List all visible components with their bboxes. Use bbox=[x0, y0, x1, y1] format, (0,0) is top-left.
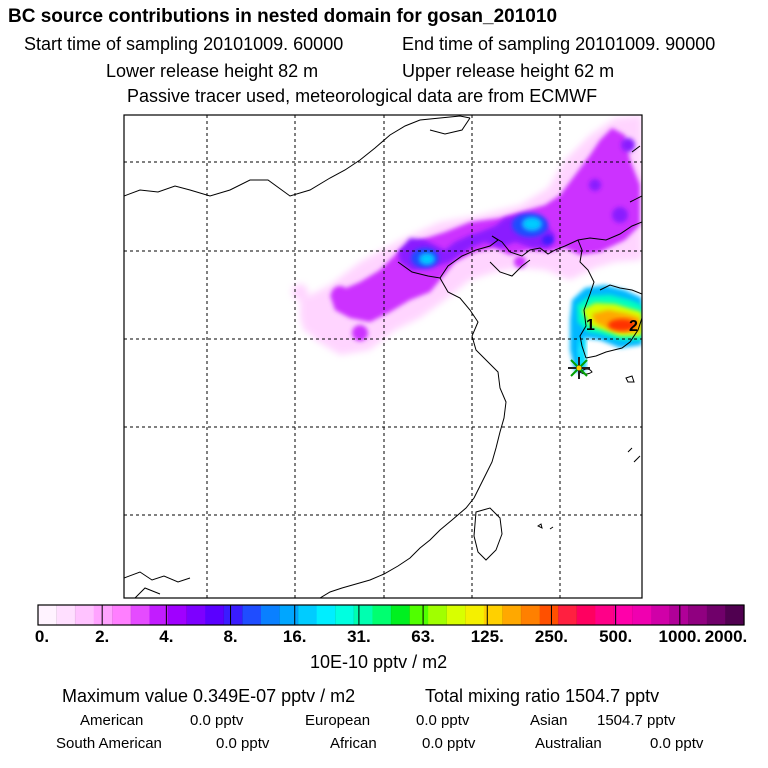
colorbar-swatch bbox=[539, 605, 559, 625]
region-australian-value: 0.0 pptv bbox=[650, 735, 704, 752]
colorbar-swatch bbox=[242, 605, 262, 625]
colorbar-swatch bbox=[576, 605, 596, 625]
colorbar-swatch bbox=[149, 605, 169, 625]
region-south-american-name: South American bbox=[56, 735, 162, 752]
colorbar-swatch bbox=[372, 605, 392, 625]
marker-label-1: 1 bbox=[586, 317, 595, 334]
upper-release-height-label: Upper release height 62 m bbox=[402, 61, 615, 81]
region-american-name: American bbox=[80, 712, 144, 729]
graticule-grid bbox=[124, 115, 642, 598]
colorbar-swatch bbox=[353, 605, 374, 625]
colorbar-swatch bbox=[409, 605, 429, 625]
total-mixing-ratio-label: Total mixing ratio 1504.7 pptv bbox=[425, 686, 660, 706]
start-time-label: Start time of sampling 20101009. 60000 bbox=[24, 34, 344, 54]
region-african-name: African bbox=[330, 735, 377, 752]
colorbar-swatch bbox=[428, 605, 448, 625]
colorbar-swatch bbox=[112, 605, 132, 625]
colorbar-swatch bbox=[316, 605, 336, 625]
colorbar-swatch bbox=[651, 605, 671, 625]
colorbar-swatch bbox=[521, 605, 541, 625]
region-american-value: 0.0 pptv bbox=[190, 712, 244, 729]
colorbar-swatch bbox=[613, 605, 634, 625]
concentration-hotspot bbox=[570, 285, 642, 372]
release-site-star-icon bbox=[568, 357, 590, 379]
region-south-american-value: 0.0 pptv bbox=[216, 735, 270, 752]
region-european-name: European bbox=[305, 712, 371, 729]
tracer-note: Passive tracer used, meteorological data… bbox=[127, 86, 598, 106]
end-time-label: End time of sampling 20101009. 90000 bbox=[402, 34, 716, 54]
colorbar-swatch bbox=[56, 605, 76, 625]
colorbar-swatch bbox=[38, 605, 58, 625]
region-european-value: 0.0 pptv bbox=[416, 712, 470, 729]
colorbar-swatch bbox=[279, 605, 299, 625]
colorbar-swatch bbox=[669, 605, 689, 625]
colorbar-swatch bbox=[298, 605, 318, 625]
lower-release-height-label: Lower release height 82 m bbox=[106, 61, 319, 81]
colorbar-tick-label: 16. bbox=[282, 627, 307, 646]
colorbar-tick-label: 63. bbox=[411, 627, 435, 646]
maximum-value-label: Maximum value 0.349E-07 pptv / m2 bbox=[62, 686, 356, 706]
colorbar-tick-label: 31. bbox=[347, 627, 371, 646]
colorbar-swatch bbox=[558, 605, 578, 625]
colorbar-unit-label: 10E-10 pptv / m2 bbox=[310, 652, 448, 672]
colorbar-swatch bbox=[706, 605, 727, 625]
colorbar-swatch bbox=[335, 605, 355, 625]
colorbar-swatch bbox=[465, 605, 485, 625]
region-asian-name: Asian bbox=[530, 712, 568, 729]
colorbar-swatch bbox=[688, 605, 708, 625]
colorbar bbox=[38, 605, 745, 625]
colorbar-tick-label: 2. bbox=[95, 627, 110, 646]
colorbar-swatch bbox=[93, 605, 113, 625]
colorbar-swatch bbox=[632, 605, 652, 625]
colorbar-tick-label: 250. bbox=[534, 627, 568, 646]
colorbar-swatch bbox=[205, 605, 225, 625]
colorbar-tick-label: 0. bbox=[34, 627, 50, 646]
colorbar-swatch bbox=[391, 605, 411, 625]
colorbar-swatch bbox=[186, 605, 206, 625]
colorbar-swatch bbox=[75, 605, 95, 625]
marker-label-2: 2 bbox=[629, 318, 638, 335]
colorbar-frame bbox=[37, 604, 745, 626]
colorbar-swatch bbox=[483, 605, 504, 625]
colorbar-swatch bbox=[725, 605, 745, 625]
colorbar-tick-label: 4. bbox=[159, 627, 174, 646]
colorbar-major-ticks bbox=[56, 605, 726, 625]
colorbar-swatch bbox=[130, 605, 151, 625]
region-african-value: 0.0 pptv bbox=[422, 735, 476, 752]
map-frame bbox=[123, 114, 643, 599]
colorbar-tick-label: 125. bbox=[470, 627, 504, 646]
colorbar-swatch bbox=[595, 605, 615, 625]
colorbar-swatch bbox=[260, 605, 281, 625]
coastlines bbox=[124, 115, 642, 598]
region-australian-name: Australian bbox=[535, 735, 602, 752]
region-asian-value: 1504.7 pptv bbox=[597, 712, 676, 729]
colorbar-swatch bbox=[446, 605, 466, 625]
colorbar-tick-label: 2000. bbox=[704, 627, 748, 646]
colorbar-tick-label: 500. bbox=[599, 627, 633, 646]
plot-title: BC source contributions in nested domain… bbox=[8, 6, 558, 27]
colorbar-swatch bbox=[168, 605, 188, 625]
colorbar-swatch bbox=[223, 605, 243, 625]
colorbar-tick-label: 1000. bbox=[658, 627, 702, 646]
colorbar-tick-label: 8. bbox=[223, 627, 238, 646]
concentration-core-blue bbox=[411, 213, 554, 268]
colorbar-swatch bbox=[502, 605, 522, 625]
